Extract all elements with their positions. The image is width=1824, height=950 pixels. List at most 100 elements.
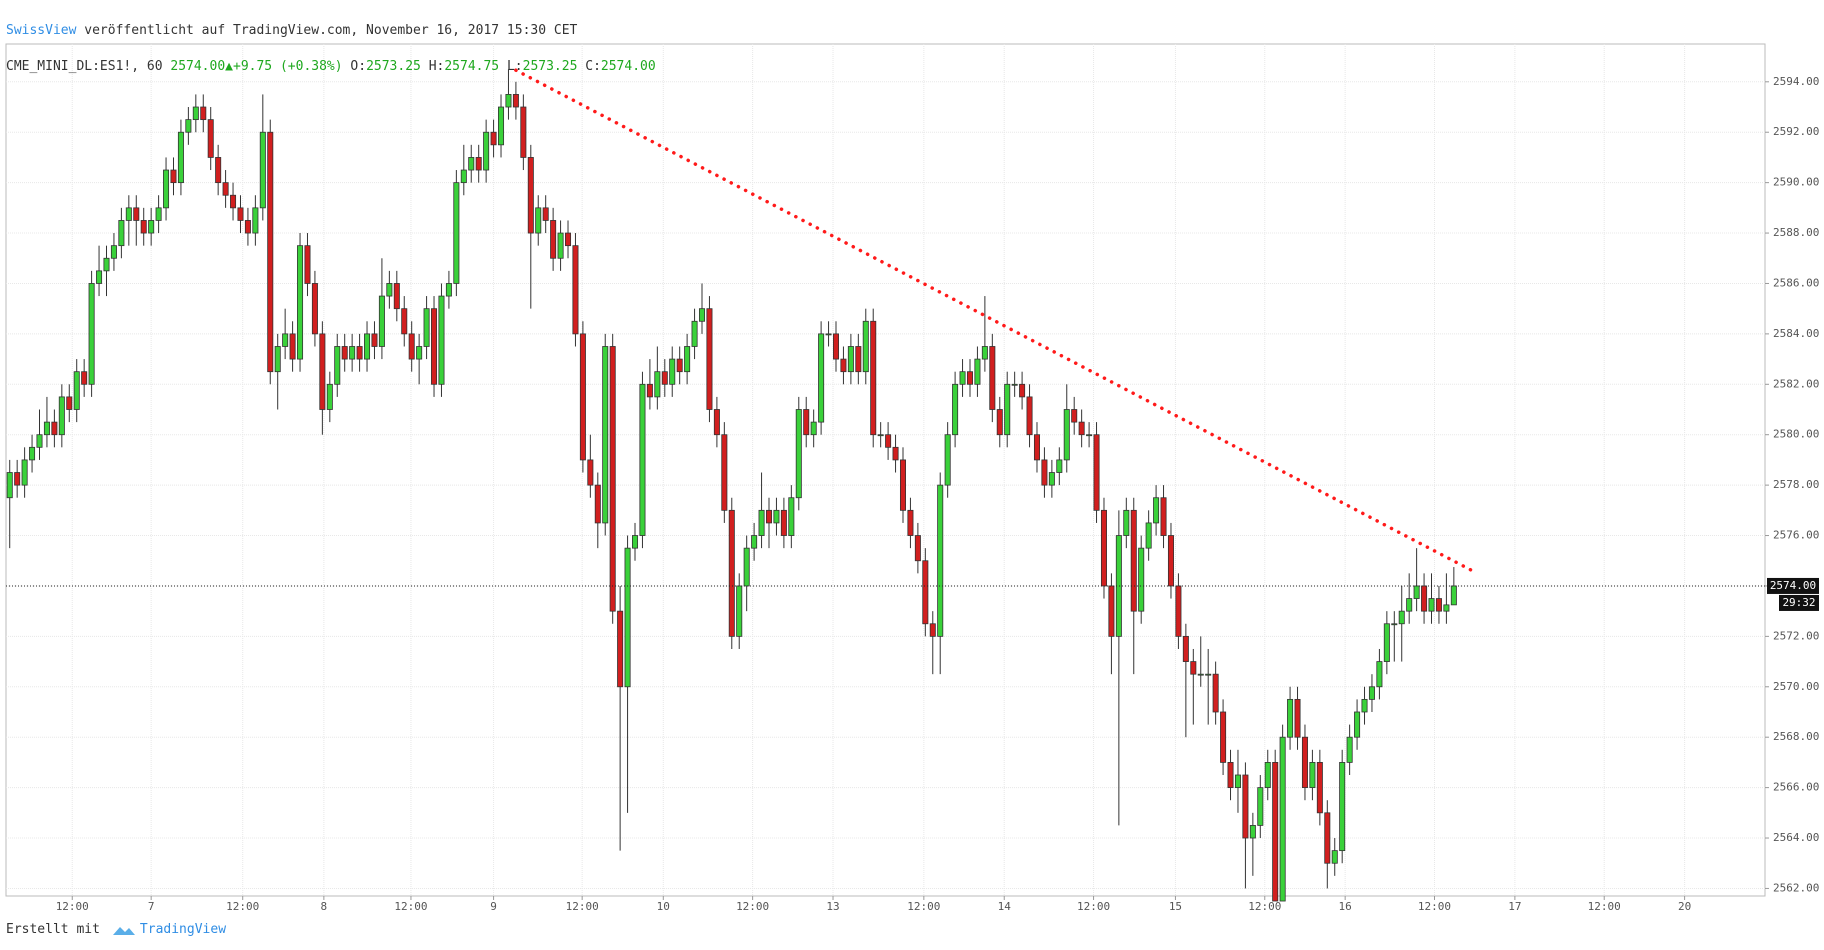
candle-body (103, 257, 110, 272)
header-line-1: SwissView veröffentlicht auf TradingView… (6, 22, 656, 40)
candle-body (1354, 711, 1361, 738)
candle-body (453, 182, 460, 284)
candle-body (1056, 459, 1063, 473)
trend-line (514, 68, 1478, 575)
candle-body (1115, 535, 1122, 637)
x-tick-label: 10 (657, 900, 670, 913)
candle-body (1153, 497, 1160, 524)
x-tick-label: 13 (826, 900, 839, 913)
y-tick-label: 2588.00 (1773, 226, 1819, 239)
up-arrow: ▲ (225, 59, 233, 74)
candle-body (713, 409, 720, 436)
candle-body (1234, 774, 1241, 789)
candle-body (356, 346, 363, 360)
candle-body (632, 535, 639, 549)
candle-body (565, 232, 572, 247)
candle-body (349, 346, 356, 360)
candle-body (326, 383, 333, 410)
candle-body (73, 371, 80, 410)
candle-body (1004, 383, 1011, 436)
candle-body (609, 346, 616, 612)
last-price-label: 2574.00 (1770, 579, 1816, 592)
candle-body (914, 535, 921, 562)
candle-body (1100, 509, 1107, 587)
candle-body (378, 295, 385, 347)
logo[interactable] (112, 923, 136, 937)
candle-body (1175, 585, 1182, 637)
candle-body (892, 446, 899, 461)
candle-body (1182, 635, 1189, 662)
candle-body (966, 371, 973, 385)
candle-body (847, 346, 854, 373)
candle-body (1413, 585, 1420, 599)
candle-body (14, 472, 21, 486)
candle-body (974, 358, 981, 385)
candle-body (51, 421, 58, 436)
countdown: 29:32 (1782, 596, 1815, 609)
candle-body (944, 434, 951, 486)
candle-body (1212, 673, 1219, 713)
candle-body (1242, 774, 1249, 839)
x-tick-label: 20 (1678, 900, 1691, 913)
candle-body (1167, 535, 1174, 587)
candle-body (646, 383, 653, 398)
candle-body (386, 283, 393, 297)
candle-body (311, 283, 318, 335)
change: +9.75 (+0.38%) (233, 59, 343, 74)
candle-body (1272, 762, 1279, 902)
author[interactable]: SwissView (6, 23, 77, 38)
candle-body (594, 484, 601, 524)
candle-body (1339, 762, 1346, 852)
candle-body (691, 320, 698, 347)
open-label: O: (350, 59, 367, 74)
y-tick-label: 2580.00 (1773, 428, 1819, 441)
candle-body (423, 308, 430, 347)
candle-body (1331, 850, 1338, 864)
candle-body (1428, 598, 1435, 612)
candle-body (520, 106, 527, 158)
candle-body (110, 245, 117, 259)
candle-body (579, 333, 586, 461)
candle-body (274, 346, 281, 373)
candle-body (21, 459, 28, 486)
candle-body (207, 119, 214, 158)
candle-body (981, 346, 988, 360)
candle-body (929, 623, 936, 637)
candle-body (788, 497, 795, 536)
low-label: L: (506, 59, 523, 74)
candle-body (230, 194, 237, 209)
candle-body (654, 371, 661, 398)
candle-body (1078, 421, 1085, 436)
candle-body (252, 207, 259, 234)
footer-brand[interactable]: TradingView (139, 922, 227, 937)
countdown-box (1779, 594, 1819, 611)
candle-body (572, 245, 579, 335)
candle-body (468, 157, 475, 171)
candle-body (1071, 409, 1078, 423)
candle-body (118, 220, 125, 247)
published: veröffentlicht auf TradingView.com, Nove… (84, 23, 578, 38)
candle-body (728, 509, 735, 637)
candle-body (163, 169, 170, 209)
x-tick-label: 12:00 (226, 900, 259, 913)
x-tick-label: 12:00 (566, 900, 599, 913)
candle-body (155, 207, 162, 221)
high: 2574.75 (444, 59, 500, 74)
candle-body (1041, 459, 1048, 486)
candle-body (810, 421, 817, 436)
candle-body (765, 509, 773, 524)
candle-body (148, 220, 155, 234)
candle-body (475, 157, 482, 171)
candle-body (1435, 598, 1442, 612)
candle-body (1145, 522, 1152, 549)
y-tick-label: 2572.00 (1773, 629, 1819, 642)
y-tick-label: 2562.00 (1773, 881, 1819, 894)
candle-body (1324, 812, 1331, 864)
candle-body (736, 585, 743, 637)
y-tick-label: 2590.00 (1773, 176, 1819, 189)
candle-body (885, 434, 892, 448)
footer: Erstellt mit TradingView (6, 922, 226, 937)
x-tick-label: 12:00 (1248, 900, 1281, 913)
candle-body (721, 434, 728, 511)
